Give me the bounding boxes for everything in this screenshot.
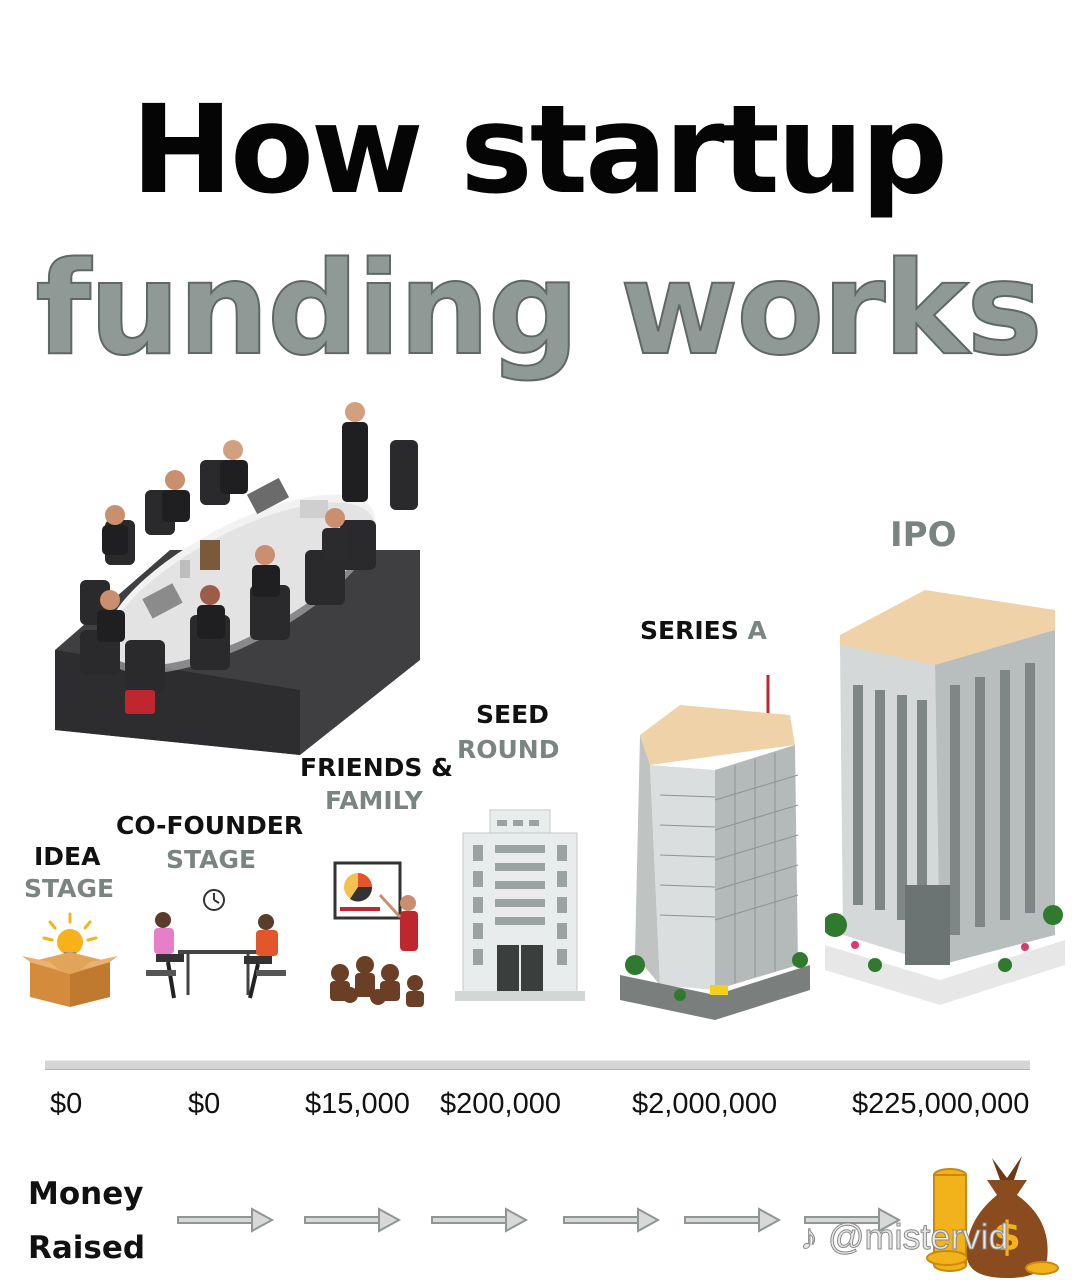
money-bag-coins-icon: $	[926, 1156, 1059, 1278]
highrise-building-icon	[620, 675, 810, 1020]
amount-seed: $200,000	[440, 1088, 561, 1120]
stage-label-seed-line2: ROUND	[457, 735, 560, 764]
boardroom-meeting-illustration	[55, 402, 420, 755]
svg-text:$: $	[993, 1214, 1021, 1260]
presentation-audience-icon	[330, 861, 424, 1007]
amount-series-a: $2,000,000	[632, 1088, 778, 1120]
stage-label-friends-line1: FRIENDS &	[300, 753, 453, 782]
arrow-icon	[684, 1207, 782, 1233]
arrow-icon	[563, 1207, 661, 1233]
arrow-icon	[177, 1207, 275, 1233]
lightbulb-box-icon	[22, 912, 118, 1007]
tiktok-icon: ♪	[800, 1216, 819, 1258]
watermark-handle: @mistervid	[828, 1216, 1010, 1258]
small-office-building-icon	[455, 809, 585, 1001]
cofounders-meeting-icon	[146, 889, 286, 999]
stage-label-ipo: IPO	[890, 515, 957, 555]
arrow-icon	[304, 1207, 402, 1233]
money-raised-line2: Raised	[28, 1230, 146, 1266]
skyscraper-icon	[825, 590, 1065, 1005]
amount-friends-family: $15,000	[305, 1088, 410, 1120]
stage-label-series-a: SERIES A	[640, 616, 767, 646]
stage-label-cofounder-line2: STAGE	[166, 845, 257, 874]
amount-idea: $0	[50, 1088, 83, 1120]
arrow-icon	[431, 1207, 529, 1233]
stage-label-idea-line2: STAGE	[24, 874, 115, 903]
money-raised-line1: Money	[28, 1176, 144, 1212]
amount-cofounder: $0	[188, 1088, 221, 1120]
timeline-bar	[45, 1060, 1030, 1070]
page-subtitle: funding works	[34, 234, 1043, 385]
amount-ipo: $225,000,000	[852, 1088, 1030, 1120]
page-title: How startup	[130, 79, 948, 221]
stage-label-idea-line1: IDEA	[34, 842, 101, 871]
stage-label-series-a-line2: A	[747, 616, 767, 645]
watermark: ♪ @mistervid	[800, 1216, 1010, 1258]
arrow-icon	[804, 1207, 902, 1233]
stage-label-cofounder-line1: CO-FOUNDER	[116, 811, 304, 840]
progress-arrows	[177, 1207, 902, 1233]
stage-label-seed-line1: SEED	[476, 700, 549, 729]
stage-label-friends-line2: FAMILY	[325, 786, 423, 815]
stage-label-series-a-line1: SERIES	[640, 616, 739, 645]
